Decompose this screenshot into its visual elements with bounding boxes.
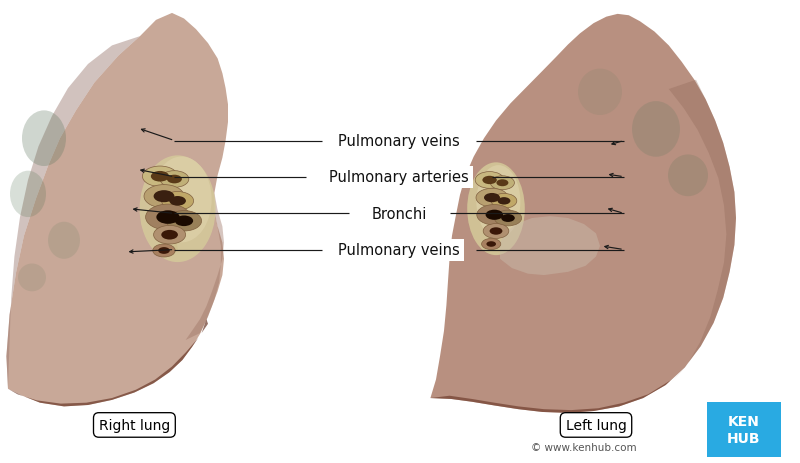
- Circle shape: [490, 176, 514, 190]
- Circle shape: [160, 171, 189, 188]
- Circle shape: [490, 228, 502, 235]
- Circle shape: [482, 176, 497, 185]
- Circle shape: [146, 205, 190, 231]
- Circle shape: [496, 180, 509, 187]
- Ellipse shape: [632, 102, 680, 157]
- Circle shape: [482, 239, 501, 250]
- Polygon shape: [500, 217, 600, 275]
- Circle shape: [476, 189, 508, 207]
- Ellipse shape: [22, 111, 66, 167]
- Text: Pulmonary veins: Pulmonary veins: [338, 243, 460, 257]
- Polygon shape: [430, 15, 736, 413]
- Text: Bronchi: Bronchi: [371, 206, 427, 221]
- Circle shape: [170, 197, 186, 206]
- Circle shape: [494, 211, 522, 226]
- Circle shape: [175, 216, 193, 226]
- Circle shape: [144, 185, 184, 208]
- Circle shape: [162, 231, 178, 240]
- Ellipse shape: [152, 157, 211, 243]
- Ellipse shape: [467, 163, 525, 256]
- Polygon shape: [669, 81, 736, 382]
- Circle shape: [486, 242, 496, 247]
- Circle shape: [156, 211, 180, 225]
- Circle shape: [154, 191, 174, 203]
- Circle shape: [486, 210, 503, 220]
- Circle shape: [142, 167, 178, 187]
- Polygon shape: [6, 37, 140, 389]
- Text: KEN
HUB: KEN HUB: [727, 414, 761, 445]
- Ellipse shape: [139, 156, 216, 263]
- Polygon shape: [6, 14, 228, 407]
- Circle shape: [475, 172, 504, 189]
- Circle shape: [167, 175, 182, 184]
- Circle shape: [154, 226, 186, 244]
- Bar: [707, 402, 781, 457]
- Circle shape: [498, 198, 510, 205]
- Polygon shape: [8, 319, 208, 407]
- Circle shape: [477, 205, 512, 225]
- Circle shape: [162, 192, 194, 211]
- Ellipse shape: [578, 69, 622, 116]
- Polygon shape: [186, 194, 224, 340]
- Text: © www.kenhub.com: © www.kenhub.com: [531, 442, 637, 452]
- Circle shape: [491, 194, 517, 209]
- Text: Right lung: Right lung: [98, 418, 170, 432]
- Polygon shape: [430, 368, 685, 413]
- Ellipse shape: [18, 264, 46, 292]
- Ellipse shape: [477, 166, 520, 239]
- Ellipse shape: [10, 171, 46, 218]
- Ellipse shape: [48, 222, 80, 259]
- Ellipse shape: [668, 155, 708, 197]
- Circle shape: [158, 248, 170, 254]
- Circle shape: [484, 194, 500, 203]
- Text: Left lung: Left lung: [566, 418, 626, 432]
- Circle shape: [501, 214, 515, 222]
- Text: Pulmonary arteries: Pulmonary arteries: [330, 170, 469, 185]
- Circle shape: [151, 172, 169, 182]
- Circle shape: [153, 244, 175, 257]
- Circle shape: [166, 211, 202, 232]
- Circle shape: [483, 224, 509, 239]
- Text: Pulmonary veins: Pulmonary veins: [338, 134, 460, 149]
